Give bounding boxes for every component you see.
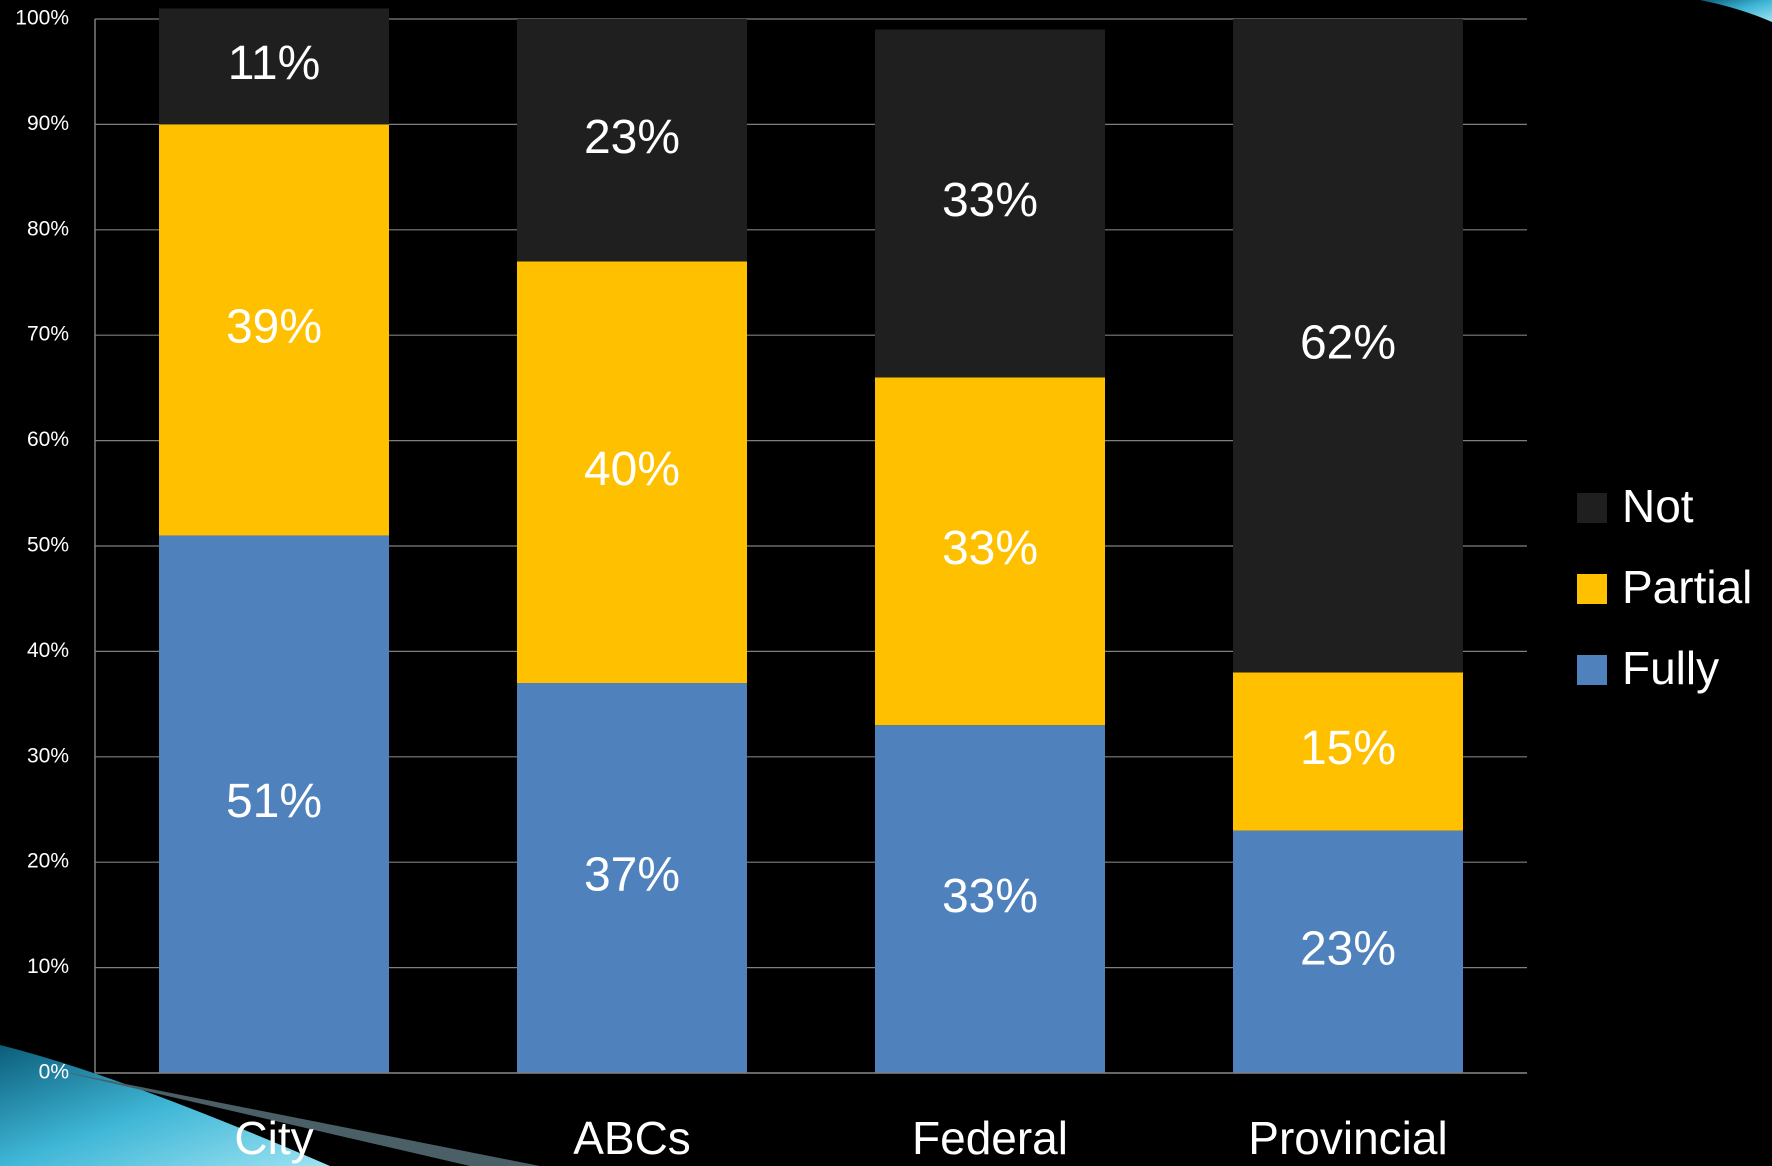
y-tick-label: 90% [27, 112, 69, 135]
bar-segment [875, 725, 1105, 1073]
legend-label: Partial [1622, 561, 1752, 613]
x-tick-label: City [234, 1112, 313, 1164]
decoration-swoosh [55, 1070, 540, 1166]
bar-segment [517, 19, 747, 262]
bar-segment [875, 29, 1105, 378]
bar-segment [875, 377, 1105, 726]
y-tick-label: 20% [27, 850, 69, 873]
bar-segment [1233, 672, 1463, 831]
bar-segment [1233, 19, 1463, 673]
plot-area: 0% 10% 20% 30% 40% 50% 60% 70% 80% 90% 100% 51% 39% 1… [15, 7, 1752, 1165]
legend-label: Not [1622, 480, 1694, 532]
legend-swatch [1577, 574, 1607, 604]
y-tick-label: 0% [39, 1061, 69, 1084]
data-label: 11% [228, 37, 321, 90]
y-tick-label: 10% [27, 955, 69, 978]
x-tick-label: ABCs [573, 1112, 691, 1164]
data-label: 33% [942, 870, 1038, 923]
data-label: 62% [1300, 316, 1396, 369]
bar-segment [159, 8, 389, 125]
y-tick-label: 80% [27, 217, 69, 240]
bar-segment [517, 683, 747, 1073]
decoration-swoosh [0, 1045, 330, 1166]
legend-label: Fully [1622, 642, 1719, 694]
bar-segment [517, 261, 747, 684]
data-label: 33% [942, 522, 1038, 575]
y-tick-label: 40% [27, 639, 69, 662]
data-label: 23% [584, 111, 680, 164]
y-tick-label: 50% [27, 534, 69, 557]
bar-segment [159, 535, 389, 1073]
bar-segment [159, 124, 389, 536]
data-label: 40% [584, 443, 680, 496]
bar-segment [1233, 830, 1463, 1073]
decoration-swoosh [1700, 0, 1772, 22]
data-label: 15% [1300, 722, 1396, 775]
y-tick-label: 30% [27, 744, 69, 767]
x-tick-label: Provincial [1248, 1112, 1447, 1164]
y-tick-label: 100% [15, 7, 69, 30]
data-label: 37% [584, 849, 680, 902]
data-label: 33% [942, 174, 1038, 227]
legend-swatch [1577, 493, 1607, 523]
y-tick-label: 60% [27, 428, 69, 451]
data-label: 39% [226, 301, 322, 354]
data-label: 23% [1300, 922, 1396, 975]
x-tick-label: Federal [912, 1112, 1068, 1164]
legend-swatch [1577, 655, 1607, 685]
y-tick-label: 70% [27, 323, 69, 346]
data-label: 51% [226, 775, 322, 828]
